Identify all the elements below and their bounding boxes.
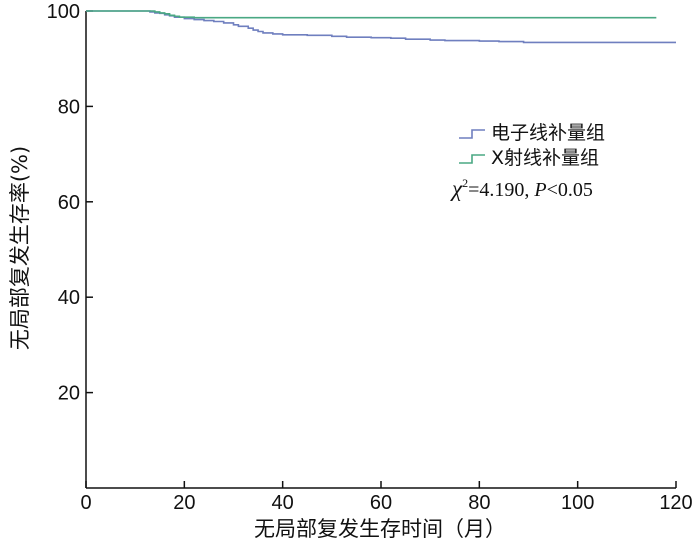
legend-swatch-electron (459, 129, 485, 139)
x-tick-label: 100 (561, 492, 594, 514)
chi-superscript: 2 (462, 176, 468, 190)
x-tick-label: 0 (80, 492, 91, 514)
legend-swatch-xray (459, 154, 485, 164)
series-lines (86, 10, 676, 44)
statistics-annotation: χ2=4.190, P<0.05 (450, 176, 593, 201)
series-line-xray (86, 10, 657, 19)
x-axis-title: 无局部复发生存时间（月） (254, 517, 506, 541)
p-symbol: P (533, 179, 546, 201)
x-ticks: 0 20 40 60 80 100 120 (80, 481, 693, 514)
y-tick-label: 80 (58, 96, 80, 118)
y-ticks: 20 40 60 80 100 (47, 1, 93, 405)
y-tick-label: 20 (58, 383, 80, 405)
axes (85, 11, 676, 489)
legend-label-electron: 电子线补量组 (491, 122, 605, 144)
y-tick-label: 40 (58, 287, 80, 309)
legend-label-xray: X射线补量组 (491, 147, 599, 169)
y-tick-label: 100 (47, 1, 80, 23)
y-axis-title: 无局部复发生存率(%) (8, 146, 32, 350)
x-tick-label: 60 (370, 492, 392, 514)
x-tick-label: 20 (173, 492, 195, 514)
y-tick-label: 60 (58, 192, 80, 214)
x-tick-label: 40 (272, 492, 294, 514)
chi-value: =4.190, (468, 179, 534, 201)
x-tick-label: 120 (659, 492, 692, 514)
x-tick-label: 80 (468, 492, 490, 514)
legend: 电子线补量组 X射线补量组 (459, 122, 605, 169)
chi-symbol: χ (450, 176, 463, 201)
p-value: <0.05 (547, 179, 593, 201)
